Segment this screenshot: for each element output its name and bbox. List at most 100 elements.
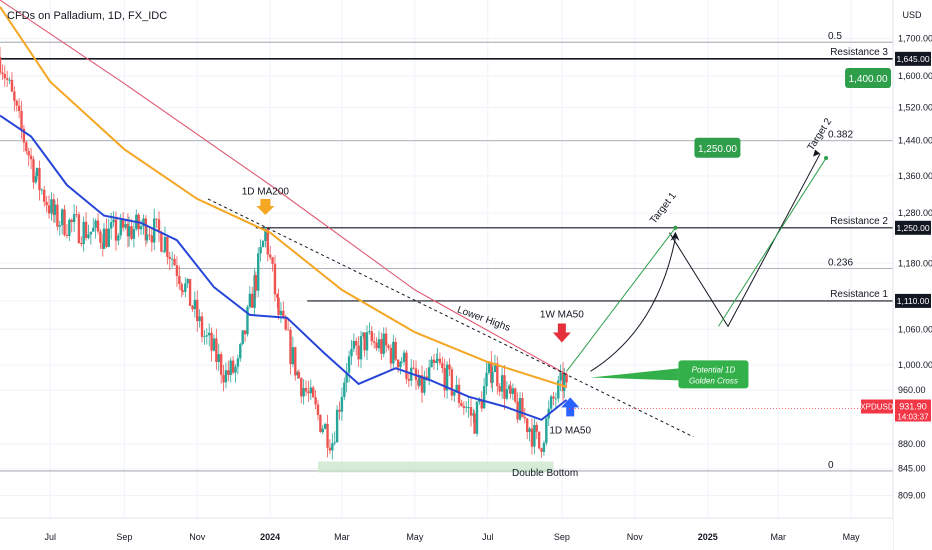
candle-body xyxy=(407,378,411,381)
candle-body xyxy=(224,370,228,383)
candle-body xyxy=(150,235,154,243)
candle-body xyxy=(22,128,26,143)
candle-body xyxy=(368,331,371,333)
candle-body xyxy=(139,226,143,230)
candle-body xyxy=(205,335,209,337)
candle-body xyxy=(503,375,506,399)
candle-body xyxy=(511,388,515,394)
candle-body xyxy=(268,254,272,258)
candle-body xyxy=(266,229,269,255)
x-tick-label: Jul xyxy=(482,532,494,542)
candle-body xyxy=(400,361,403,363)
candle-body xyxy=(77,214,81,244)
candle-body xyxy=(34,176,38,183)
candle-body xyxy=(427,367,431,379)
golden-cross-box xyxy=(678,360,749,389)
candle-body xyxy=(273,263,277,295)
candle-body xyxy=(173,258,176,266)
candle-body xyxy=(29,155,33,160)
resistance-badge-bg xyxy=(895,220,931,235)
candle-body xyxy=(473,413,476,434)
candle-body xyxy=(420,375,424,393)
double-bottom-label: Double Bottom xyxy=(512,468,578,479)
candle-body xyxy=(460,402,463,406)
candle-body xyxy=(402,352,406,362)
ma-line-1w-ma50 xyxy=(0,0,567,375)
candle-body xyxy=(307,391,310,394)
candle-body xyxy=(0,56,2,73)
support-zone-layer xyxy=(317,461,554,473)
candle-body xyxy=(13,91,16,101)
candle-body xyxy=(382,333,385,354)
grid-layer xyxy=(0,0,893,518)
candle-body xyxy=(227,370,230,375)
target-point xyxy=(673,225,678,230)
candle-body xyxy=(399,362,402,368)
candle-body xyxy=(15,100,18,106)
candle-body xyxy=(198,316,201,322)
candle-body xyxy=(68,219,71,237)
fib-level-label: 0.5 xyxy=(828,31,842,42)
candle-body xyxy=(321,428,324,433)
candle-body xyxy=(450,369,454,396)
candle-body xyxy=(380,339,383,354)
target-badge-bg xyxy=(845,68,892,89)
candle-body xyxy=(241,330,244,345)
candle-body xyxy=(63,209,66,236)
candle-body xyxy=(234,366,237,373)
candle-body xyxy=(114,219,118,241)
candle-body xyxy=(277,297,280,315)
candle-body xyxy=(168,256,171,259)
candle-body xyxy=(302,388,305,397)
candle-body xyxy=(284,316,287,330)
candle-body xyxy=(70,219,73,222)
candle-body xyxy=(491,372,494,383)
resistance-badge-bg xyxy=(895,51,931,66)
candle-body xyxy=(352,341,356,349)
candle-body xyxy=(251,293,254,308)
candle-body xyxy=(469,407,473,416)
candle-body xyxy=(132,229,136,239)
projection-arrowhead xyxy=(813,149,821,157)
candle-body xyxy=(203,336,206,338)
candle-body xyxy=(50,199,53,214)
candle-body xyxy=(180,284,183,291)
candle-body xyxy=(343,382,346,397)
ma50-1d-label: 1D MA50 xyxy=(549,425,591,436)
candle-body xyxy=(365,332,369,351)
resistance-badge-bg xyxy=(895,293,931,308)
candle-body xyxy=(438,358,442,364)
candle-body xyxy=(60,209,64,226)
target-badge-text: 1,400.00 xyxy=(849,74,888,85)
candle-body xyxy=(212,338,216,351)
target-label: Target 1 xyxy=(648,190,679,226)
candle-body xyxy=(257,253,260,291)
candle-body xyxy=(163,237,167,252)
candle-body xyxy=(109,222,113,229)
candle-body xyxy=(243,330,247,335)
candle-body xyxy=(418,375,421,386)
candle-body xyxy=(435,360,438,363)
candle-body xyxy=(425,376,428,379)
candle-body xyxy=(102,228,106,249)
candle-body xyxy=(394,341,397,360)
candle-body xyxy=(333,442,336,444)
candle-body xyxy=(445,364,449,391)
candle-body xyxy=(412,367,415,369)
ma200-label: 1D MA200 xyxy=(242,186,290,197)
fib-level-label: 0.382 xyxy=(828,130,853,141)
candle-body xyxy=(45,201,48,206)
candle-body xyxy=(493,363,497,373)
y-tick-label: 845.00 xyxy=(898,464,926,474)
candle-body xyxy=(304,388,308,392)
candle-body xyxy=(559,372,562,381)
candle-body xyxy=(20,110,23,129)
candle-body xyxy=(326,423,329,448)
candle-body xyxy=(248,293,252,307)
candle-body xyxy=(350,348,353,357)
candle-body xyxy=(453,391,456,396)
candle-body xyxy=(552,396,555,399)
candle-body xyxy=(335,409,339,443)
candle-body xyxy=(170,258,174,260)
